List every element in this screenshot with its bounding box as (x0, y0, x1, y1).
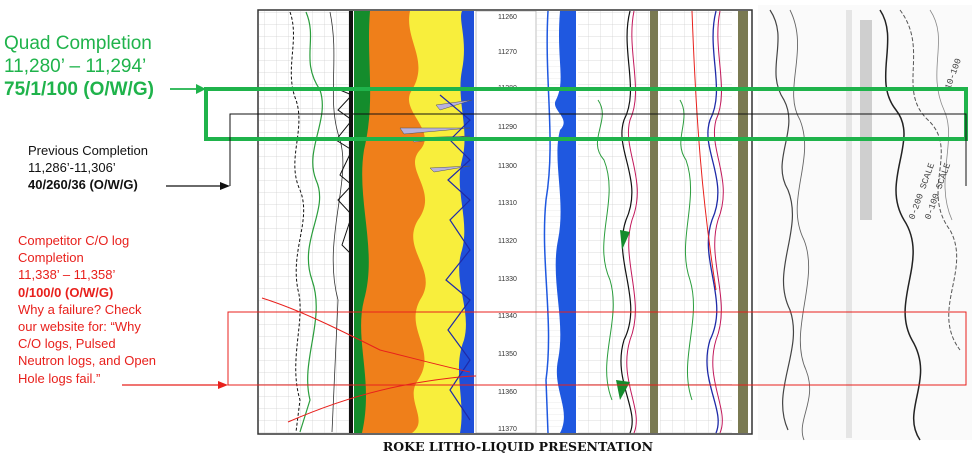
track-1 (259, 11, 349, 433)
previous-completion-title: Previous Completion (28, 143, 148, 158)
depth-label: 11350 (498, 351, 517, 358)
competitor-line: Competitor C/O log (18, 233, 130, 248)
scanned-log: 0-100 SCALE 0-200 SCALE 10-100 (758, 5, 972, 441)
competitor-label: Competitor C/O log Completion 11,338’ – … (18, 232, 156, 387)
competitor-line: Completion (18, 250, 84, 266)
track-5 (578, 10, 650, 434)
depth-label: 11320 (498, 238, 517, 245)
track-4 (536, 10, 576, 434)
competitor-note-line: Neutron logs, and Open (18, 353, 157, 369)
depth-label: 11340 (498, 313, 517, 320)
track-2 (335, 11, 353, 433)
track-6 (650, 10, 748, 434)
previous-completion-box (229, 113, 967, 186)
depth-label: 11270 (498, 49, 517, 56)
depth-label: 11360 (498, 389, 517, 396)
competitor-result: 0/100/0 (O/W/G) (18, 284, 114, 300)
quad-completion-label: Quad Completion 11,280’ – 11,294’ 75/1/1… (4, 32, 154, 101)
previous-completion-result: 40/260/36 (O/W/G) (28, 177, 138, 192)
competitor-note-line: our website for: “Why (18, 319, 141, 335)
competitor-line: 11,338’ – 11,358’ (18, 267, 116, 283)
depth-column: 11260 11270 11280 11290 11300 11310 1132… (475, 10, 537, 434)
track-3-litho (354, 11, 474, 433)
depth-label: 11260 (498, 14, 517, 21)
competitor-note-line: Why a failure? Check (18, 301, 142, 317)
quad-completion-range: 11,280’ – 11,294’ (4, 56, 147, 77)
competitor-note-line: C/O logs, Pulsed (18, 336, 116, 352)
quad-completion-title: Quad Completion (4, 33, 152, 54)
quad-completion-result: 75/1/100 (O/W/G) (4, 79, 154, 100)
competitor-note-line: Hole logs fail.” (18, 370, 101, 386)
depth-label: 11290 (498, 124, 517, 131)
depth-label: 11310 (498, 200, 517, 207)
figure-caption: ROKE LITHO-LIQUID PRESENTATION (382, 439, 654, 454)
competitor-box (227, 311, 967, 386)
previous-completion-range: 11,286’-11,306’ (28, 160, 116, 175)
previous-completion-label: Previous Completion 11,286’-11,306’ 40/2… (28, 142, 148, 193)
depth-label: 11370 (498, 426, 517, 433)
previous-completion-arrow (166, 182, 230, 190)
depth-label: 11330 (498, 276, 517, 283)
depth-label: 11300 (498, 163, 517, 170)
quad-completion-arrow (170, 84, 206, 94)
competitor-arrow (122, 381, 228, 389)
